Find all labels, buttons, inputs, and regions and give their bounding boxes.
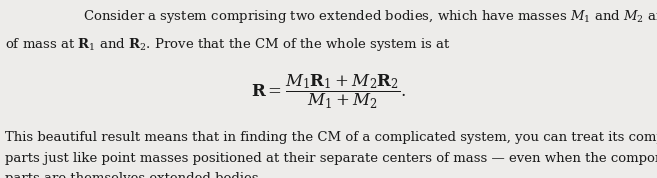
Text: Consider a system comprising two extended bodies, which have masses $M_1$ and $M: Consider a system comprising two extende… (83, 8, 657, 25)
Text: of mass at $\mathbf{R}_1$ and $\mathbf{R}_2$. Prove that the CM of the whole sys: of mass at $\mathbf{R}_1$ and $\mathbf{R… (5, 36, 451, 54)
Text: parts are themselves extended bodies.: parts are themselves extended bodies. (5, 172, 263, 178)
Text: $\mathbf{R} = \dfrac{M_1\mathbf{R}_1 + M_2\mathbf{R}_2}{M_1 + M_2}.$: $\mathbf{R} = \dfrac{M_1\mathbf{R}_1 + M… (251, 72, 406, 111)
Text: parts just like point masses positioned at their separate centers of mass — even: parts just like point masses positioned … (5, 152, 657, 165)
Text: This beautiful result means that in finding the CM of a complicated system, you : This beautiful result means that in find… (5, 131, 657, 144)
